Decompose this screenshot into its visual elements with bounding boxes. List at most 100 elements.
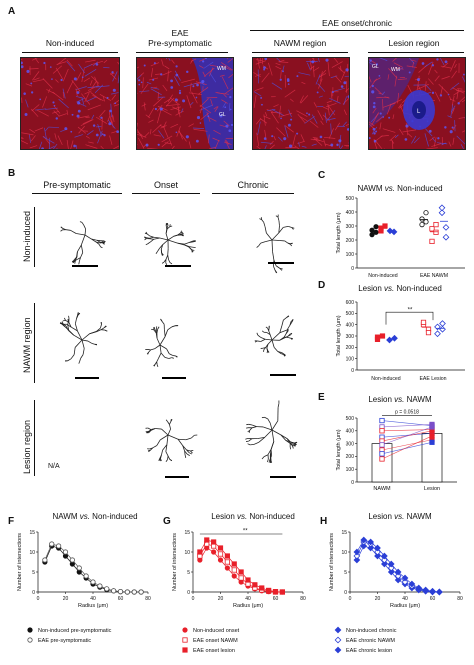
neurite-segment [191, 434, 195, 439]
nucleus-dot [346, 128, 349, 131]
nucleus-dot [283, 137, 287, 141]
tissue-fiber [448, 141, 452, 147]
neurite-segment [269, 334, 273, 341]
neurite-segment [291, 227, 294, 230]
tissue-fiber [164, 65, 170, 70]
tissue-fiber [275, 62, 281, 66]
neurite-segment [263, 454, 269, 458]
tissue-fiber [326, 110, 336, 121]
tissue-fiber [441, 76, 450, 80]
tissue-fiber [298, 142, 300, 147]
nucleus-dot [160, 73, 163, 76]
tissue-fiber [188, 141, 192, 149]
neurite-segment [245, 438, 249, 440]
x-tick-label: 60 [273, 596, 279, 602]
tissue-fiber [162, 125, 169, 138]
nucleus-dot [202, 60, 205, 63]
nucleus-dot [111, 71, 114, 74]
legend-f: Non-induced pre-symptomatic EAE pre-sympt… [27, 627, 112, 644]
y-tick-label: 400 [346, 429, 355, 435]
chart-e: 0 100 200 300 400 500 Total length (μm) NAWM Les… [336, 409, 457, 492]
nucleus-dot [439, 94, 443, 97]
nucleus-dot [77, 101, 81, 105]
tissue-fiber [413, 137, 420, 144]
nucleus-dot [279, 78, 282, 81]
data-point [423, 210, 429, 216]
data-point [442, 233, 450, 241]
row-nawm-region: NAWM region [22, 317, 32, 373]
data-point [419, 221, 425, 228]
paired-line [381, 435, 433, 460]
y-tick-label: 300 [346, 334, 355, 340]
header-underline [136, 52, 228, 53]
neurite-segment [82, 348, 85, 355]
nucleus-dot [77, 109, 81, 113]
neurite-segment [271, 339, 275, 348]
nucleus-dot [379, 112, 382, 115]
neurite-segment [292, 445, 294, 449]
tissue-fiber [168, 138, 173, 146]
scale-bar [268, 262, 294, 264]
neurite-segment [144, 238, 147, 241]
x-tick-label: 20 [375, 596, 381, 602]
tissue-fiber [424, 133, 429, 147]
x-group-label: Non-induced [368, 273, 398, 279]
tissue-fiber [429, 136, 436, 142]
tissue-fiber [387, 74, 390, 80]
tissue-fiber [276, 58, 281, 62]
data-point [104, 586, 110, 592]
tissue-fiber [449, 98, 456, 102]
nucleus-dot [179, 89, 181, 92]
x-category-label: NAWM [373, 486, 391, 492]
tissue-fiber [324, 112, 327, 123]
neurite-segment [271, 239, 273, 252]
data-point [211, 549, 217, 555]
neurite-segment [64, 326, 69, 331]
tissue-fiber [255, 60, 267, 65]
nucleus-dot [260, 96, 263, 99]
data-point [382, 223, 388, 229]
data-point [62, 549, 69, 555]
tissue-fiber [91, 76, 100, 84]
tissue-fiber [284, 125, 289, 138]
neurite-segment [80, 354, 84, 359]
tissue-fiber [214, 106, 219, 112]
tissue-fiber [327, 104, 336, 116]
data-point [97, 583, 103, 589]
data-point [433, 229, 439, 235]
data-point [238, 569, 244, 575]
nucleus-dot [447, 93, 450, 96]
legend-g: Non-induced onset EAE onset NAWM EAE onset… [182, 627, 240, 654]
neurite-segment [168, 357, 172, 359]
tissue-fiber [170, 123, 179, 128]
data-point [374, 552, 381, 560]
neurite-segment [294, 441, 298, 444]
tissue-fiber [89, 80, 93, 86]
tissue-fiber [464, 131, 465, 133]
data-point [419, 216, 425, 222]
tissue-fiber [80, 119, 94, 126]
neurite-segment [147, 430, 152, 432]
nucleus-dot [23, 92, 26, 95]
tissue-fiber [113, 103, 119, 107]
neurite-segment [248, 430, 251, 433]
tissue-fiber [34, 127, 44, 132]
nucleus-dot [175, 73, 179, 77]
neurite-segment [166, 348, 170, 354]
tissue-fiber [438, 83, 449, 94]
neurite-segment [102, 242, 105, 245]
tissue-fiber [137, 122, 138, 128]
neurite-segment [184, 242, 190, 245]
tissue-fiber [190, 59, 194, 64]
legend-label: EAE chronic NAWM [346, 638, 395, 644]
paired-line [381, 433, 433, 438]
tissue-fiber [292, 134, 296, 147]
tissue-fiber [392, 58, 397, 62]
neurite-segment [258, 242, 262, 247]
tissue-fiber [343, 109, 347, 116]
panel-b-letter: B [8, 168, 16, 179]
nucleus-dot [319, 135, 323, 139]
neurite-segment [72, 260, 75, 263]
neurite-segment [252, 424, 257, 428]
tissue-fiber [313, 65, 315, 78]
